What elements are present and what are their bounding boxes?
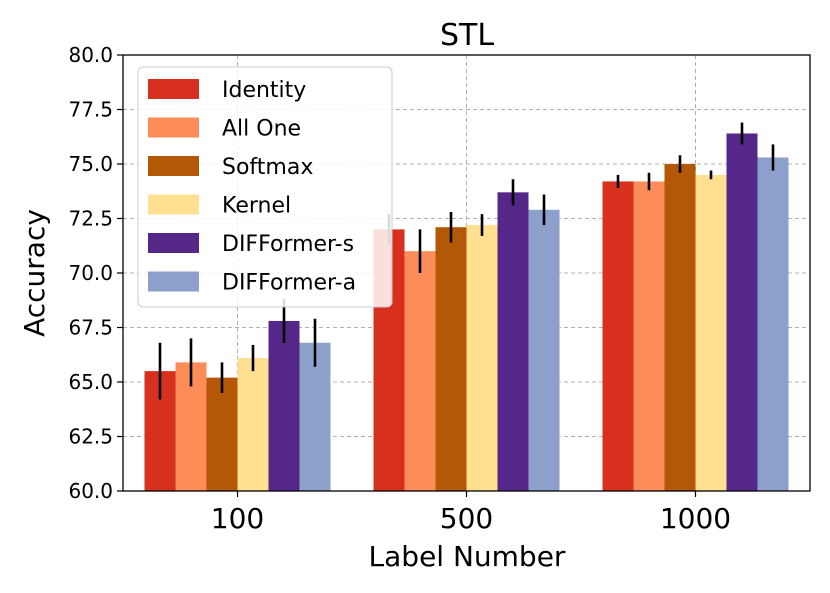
bar xyxy=(497,192,529,491)
x-tick-label: 500 xyxy=(440,502,493,535)
legend-label: Kernel xyxy=(222,194,291,219)
legend-label: Identity xyxy=(222,78,306,103)
bar xyxy=(466,225,498,492)
y-tick-label: 67.5 xyxy=(68,316,113,340)
y-tick-label: 75.0 xyxy=(68,152,113,176)
legend: Identity All One Softmax Kernel DIFFormer-s D… xyxy=(137,66,393,308)
legend-frame xyxy=(137,66,393,308)
chart-title: STL xyxy=(440,18,494,53)
bar xyxy=(237,358,269,491)
legend-swatch xyxy=(148,117,199,138)
legend-swatch xyxy=(148,156,199,176)
legend-label: DIFFormer-a xyxy=(222,271,356,296)
y-tick-label: 80.0 xyxy=(68,43,113,67)
bar xyxy=(435,227,467,491)
bar xyxy=(299,342,331,491)
legend-swatch xyxy=(148,271,199,292)
bar xyxy=(206,377,238,491)
bar xyxy=(757,157,789,491)
bar xyxy=(404,251,436,491)
y-tick-label: 65.0 xyxy=(68,370,113,394)
x-axis: 100 500 1000 xyxy=(211,491,731,535)
legend-label: Softmax xyxy=(222,155,313,180)
bar xyxy=(633,181,665,491)
legend-swatch xyxy=(148,79,199,99)
legend-label: DIFFormer-s xyxy=(222,232,354,257)
y-tick-label: 60.0 xyxy=(68,479,113,503)
legend-swatch xyxy=(148,233,199,253)
y-axis-label: Accuracy xyxy=(18,209,51,337)
bar xyxy=(268,320,300,491)
bars-group xyxy=(144,133,789,492)
bar xyxy=(602,181,634,491)
legend-swatch xyxy=(148,194,199,215)
x-tick-label: 1000 xyxy=(660,502,731,535)
bar xyxy=(664,164,696,491)
bar xyxy=(695,174,727,491)
y-axis: 60.0 62.5 65.0 67.5 70.0 72.5 75.0 77.5 80.0 xyxy=(68,43,123,503)
y-tick-label: 77.5 xyxy=(68,98,113,122)
x-axis-label: Label Number xyxy=(369,540,566,573)
x-tick-label: 100 xyxy=(211,502,264,535)
bar xyxy=(528,209,560,491)
y-tick-label: 72.5 xyxy=(68,207,113,231)
bar xyxy=(726,133,758,492)
y-tick-label: 70.0 xyxy=(68,261,113,285)
y-tick-label: 62.5 xyxy=(68,425,113,449)
legend-label: All One xyxy=(222,117,301,142)
